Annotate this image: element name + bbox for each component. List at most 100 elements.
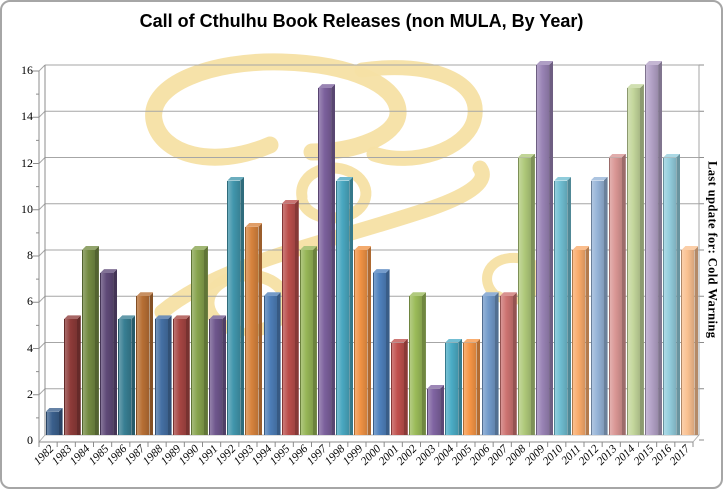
bar-front-face (281, 203, 295, 435)
axis-line (38, 388, 46, 396)
bar-top-face (336, 176, 354, 181)
x-label-2000: 2000 (358, 443, 384, 468)
bar-2001 (390, 338, 408, 435)
x-label-2017: 2017 (667, 443, 693, 468)
axis-line (38, 295, 46, 303)
bar-front-face (172, 319, 186, 435)
bar-1997 (318, 84, 336, 435)
y-label-10: 10 (21, 201, 33, 216)
bar-front-face (299, 250, 313, 435)
bar-1999 (354, 246, 372, 435)
bar-front-face (445, 342, 459, 435)
bar-top-face (245, 222, 263, 227)
x-label-1999: 1999 (340, 443, 366, 468)
bar-top-face (536, 61, 554, 65)
x-label-1992: 1992 (213, 443, 239, 468)
bar-front-face (408, 296, 422, 435)
axis-line (38, 342, 46, 349)
bar-top-face (481, 292, 499, 297)
bar-2017 (681, 246, 699, 435)
bar-side-face (549, 61, 554, 435)
x-label-1987: 1987 (122, 443, 148, 468)
bar-front-face (590, 180, 604, 435)
bar-side-face (585, 246, 590, 435)
bar-top-face (554, 176, 572, 181)
bar-front-face (663, 157, 677, 435)
x-label-2014: 2014 (613, 443, 638, 468)
bar-front-face (63, 319, 77, 435)
bar-top-face (463, 338, 481, 343)
bar-side-face (294, 199, 299, 435)
x-label-1984: 1984 (68, 443, 93, 468)
x-label-1990: 1990 (177, 443, 202, 468)
bar-side-face (621, 153, 626, 435)
bar-front-face (100, 273, 114, 435)
bar-side-face (639, 84, 644, 435)
bar-top-face (172, 315, 190, 320)
bar-side-face (367, 246, 372, 435)
bar-1985 (100, 269, 118, 435)
x-label-1989: 1989 (158, 443, 184, 468)
bar-top-face (645, 61, 663, 65)
bar-top-face (572, 246, 590, 250)
floor (38, 434, 700, 443)
bar-side-face (58, 407, 63, 435)
x-label-1991: 1991 (195, 443, 220, 468)
bar-1988 (154, 315, 172, 435)
bar-top-face (681, 246, 699, 250)
bar-top-face (81, 246, 99, 250)
bar-side-face (222, 315, 227, 435)
bar-front-face (209, 319, 223, 435)
bar-2009 (536, 61, 554, 435)
bar-side-face (694, 246, 699, 435)
bar-2002 (408, 292, 426, 435)
bar-front-face (118, 319, 132, 435)
bar-front-face (372, 273, 386, 435)
bar-side-face (385, 269, 390, 435)
x-label-2015: 2015 (631, 443, 656, 468)
x-label-2006: 2006 (467, 443, 493, 468)
bar-side-face (567, 176, 572, 435)
x-label-1982: 1982 (31, 443, 57, 468)
bar-side-face (421, 292, 426, 435)
chart-title: Call of Cthulhu Book Releases (non MULA,… (139, 11, 584, 31)
bar-front-face (645, 65, 659, 435)
bar-top-face (626, 84, 644, 89)
x-label-1985: 1985 (86, 443, 111, 468)
axis-line (38, 64, 46, 72)
bar-front-face (263, 296, 277, 435)
bar-top-face (100, 269, 118, 274)
bar-2000 (372, 269, 390, 435)
bar-1993 (245, 222, 263, 435)
x-label-2009: 2009 (522, 443, 547, 468)
bar-side-face (276, 292, 281, 435)
bar-front-face (499, 296, 513, 435)
bar-front-face (427, 388, 441, 435)
bar-top-face (517, 153, 535, 158)
bar-top-face (499, 292, 517, 297)
bar-top-face (63, 315, 81, 320)
x-label-2016: 2016 (649, 443, 675, 468)
y-label-14: 14 (21, 109, 33, 124)
x-label-2003: 2003 (413, 443, 438, 468)
x-label-1994: 1994 (249, 443, 275, 468)
bar-1989 (172, 315, 190, 435)
bar-top-face (608, 153, 626, 158)
bar-front-face (536, 65, 550, 435)
bar-side-face (530, 153, 535, 435)
bar-1996 (299, 246, 317, 435)
bar-1987 (136, 292, 154, 435)
bar-top-face (263, 292, 281, 297)
bar-2004 (445, 338, 463, 435)
bar-1990 (190, 246, 208, 435)
x-label-2001: 2001 (376, 443, 402, 468)
bar-top-face (408, 292, 426, 297)
bar-side-face (512, 292, 517, 435)
bar-2003 (427, 384, 445, 435)
x-label-1983: 1983 (49, 443, 75, 468)
